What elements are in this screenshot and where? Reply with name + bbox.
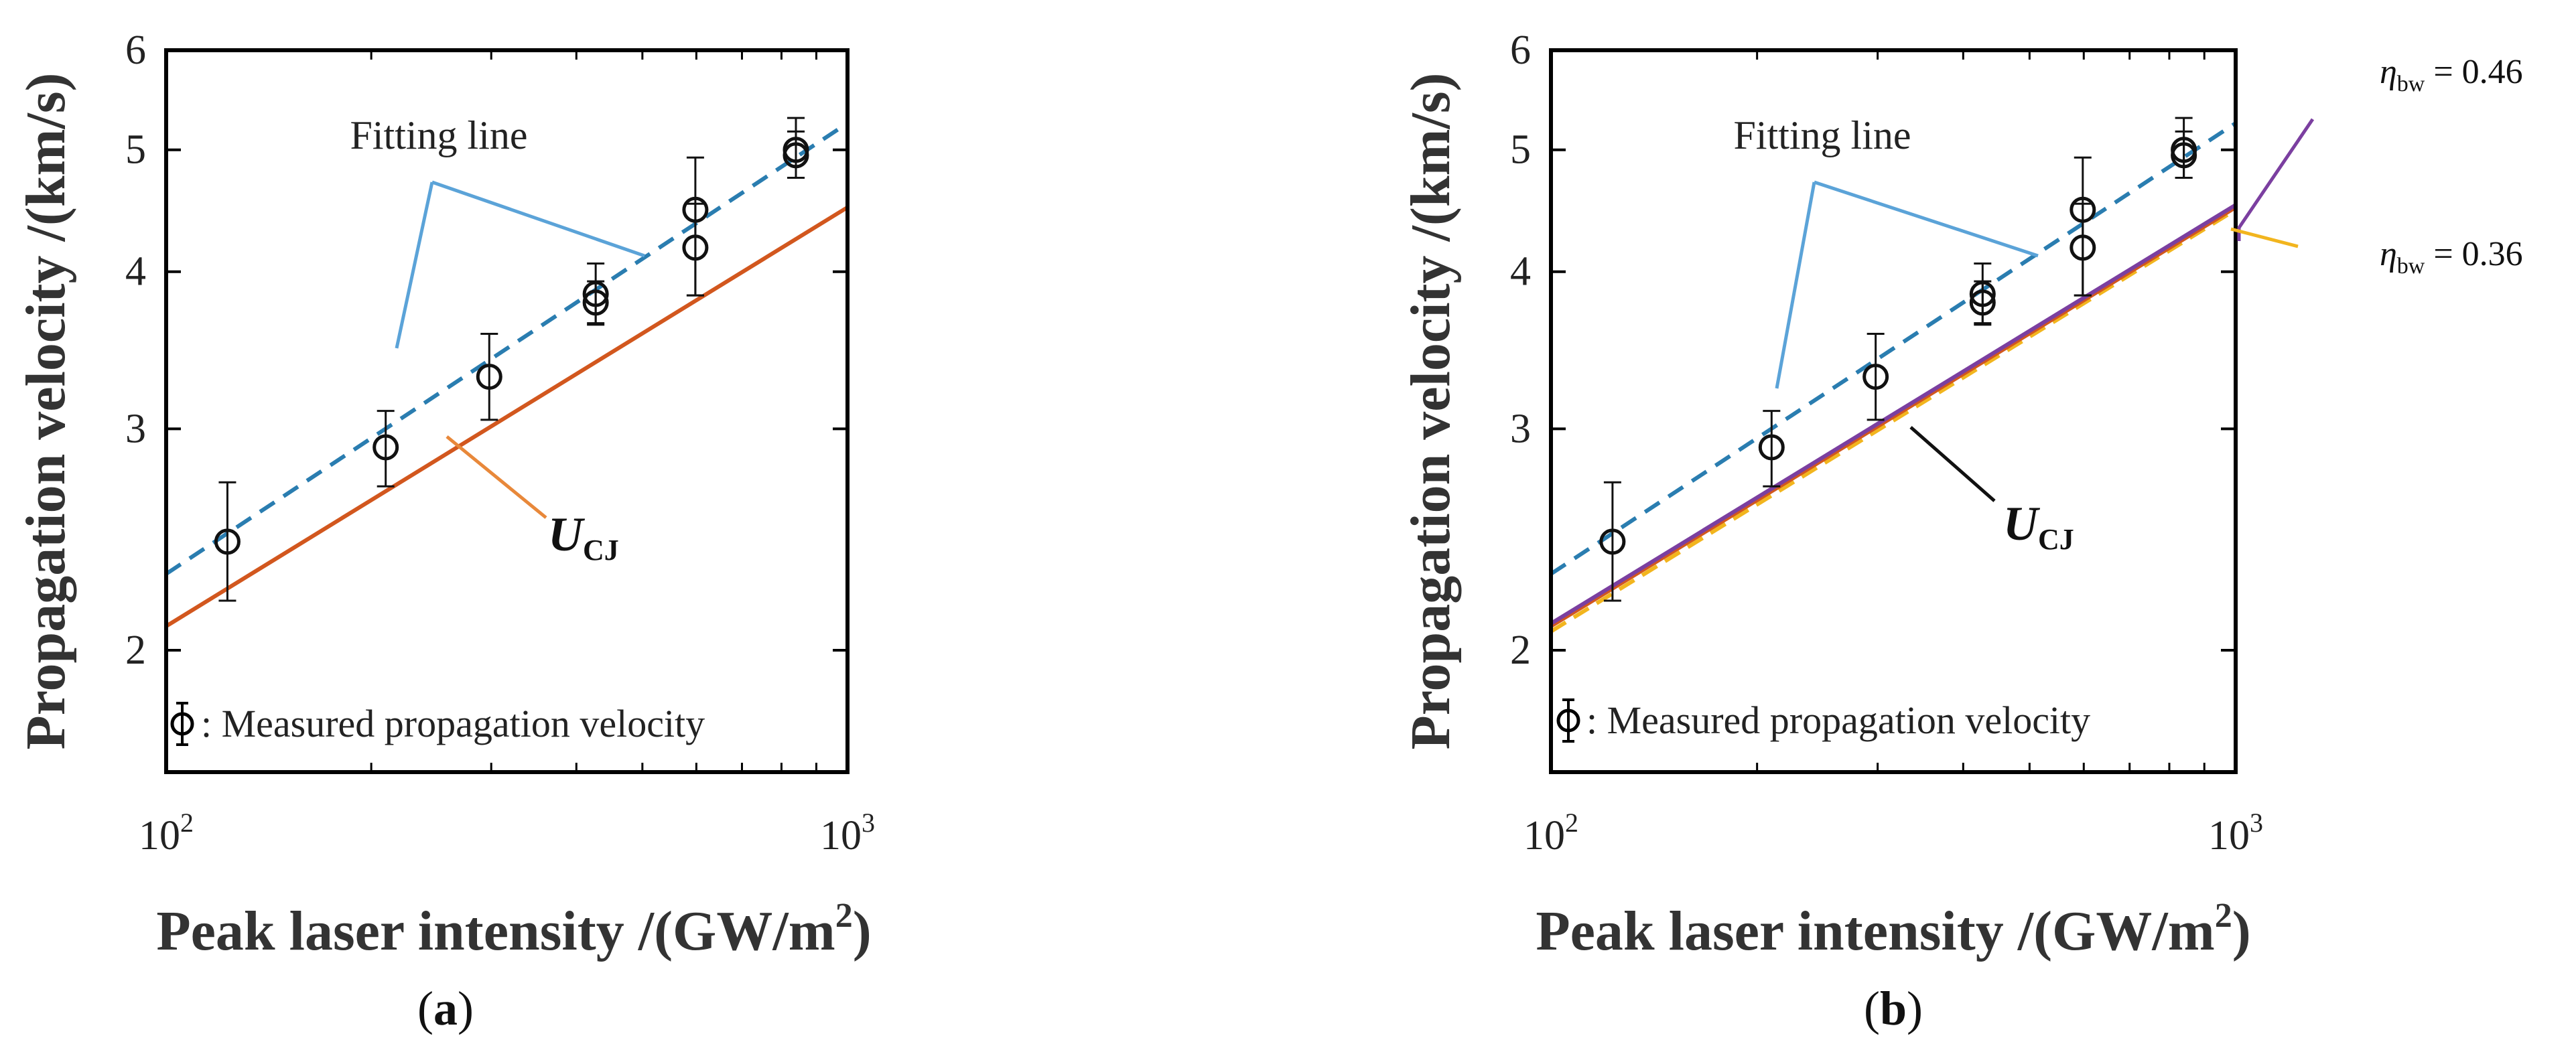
data-point: [1862, 332, 1889, 421]
ucj-line: [1550, 206, 2237, 628]
y-axis-label: Propagation velocity /(km/s): [15, 72, 77, 749]
panel-caption-b: (b): [1864, 982, 1923, 1035]
y-tick-label: 3: [125, 406, 146, 451]
panel-caption-a: (a): [417, 982, 474, 1035]
legend-marker-icon: [1556, 698, 1580, 743]
x-axis-label: Peak laser intensity /(GW/m2): [156, 897, 871, 962]
plot-frame: [1549, 48, 2238, 774]
marker: [682, 234, 709, 261]
ucj-pointer: [1909, 426, 1996, 502]
eta-036-pointer: [2230, 227, 2299, 248]
data-point: [1599, 481, 1626, 602]
data-point: [214, 481, 241, 602]
y-tick-label: 6: [1510, 27, 1531, 73]
fitting-pointer-right: [431, 180, 645, 258]
x-tick-label-100: 102: [139, 808, 194, 858]
y-tick-label: 5: [125, 127, 146, 173]
fitting-line-annotation: Fitting line: [1733, 113, 2039, 389]
ucj-line: [1550, 203, 2237, 625]
marker: [783, 142, 809, 169]
marker: [476, 364, 502, 390]
data-point: [372, 410, 399, 488]
fitting-line-annotation: Fitting line: [350, 113, 645, 349]
fitting-pointer-left: [1775, 181, 1816, 389]
marker: [1969, 289, 1996, 316]
ucj-annotation: UCJ: [446, 435, 619, 567]
chart-panel-a: 102 103 2 3 4 5 6 Propagation velocity /…: [15, 27, 875, 1035]
data-point: [476, 332, 502, 421]
y-tick-label: 4: [1510, 249, 1531, 295]
legend-label: : Measured propagation velocity: [1586, 698, 2090, 742]
legend-label: : Measured propagation velocity: [201, 702, 705, 745]
fitting-line-label: Fitting line: [350, 113, 527, 157]
eta-046-pointer: [2237, 118, 2315, 241]
x-tick-label-1000: 103: [820, 808, 875, 858]
y-tick-label: 6: [125, 27, 146, 73]
y-tick-label: 2: [1510, 627, 1531, 673]
data-point: [682, 202, 709, 297]
ucj-label: UCJ: [2003, 497, 2074, 556]
fitting-line: [1550, 121, 2237, 576]
fitting-pointer-right: [1814, 180, 2039, 258]
legend: : Measured propagation velocity: [1556, 698, 2090, 743]
x-tick-label-100: 102: [1523, 808, 1578, 858]
eta-046-label: ηbw = 0.46: [2380, 53, 2523, 96]
marker: [214, 528, 241, 555]
marker: [2171, 142, 2197, 169]
legend: : Measured propagation velocity: [170, 702, 705, 746]
y-axis-label: Propagation velocity /(km/s): [1400, 72, 1462, 749]
data-point: [582, 280, 609, 326]
eta-036-annotation: ηbw = 0.36: [2230, 227, 2523, 279]
y-tick-label: 3: [1510, 406, 1531, 451]
legend-marker-icon: [170, 702, 194, 746]
fitting-line-label: Fitting line: [1733, 113, 1911, 157]
marker: [372, 434, 399, 461]
data-point: [783, 130, 809, 179]
y-tick-label: 4: [125, 249, 146, 295]
eta-036-label: ηbw = 0.36: [2380, 235, 2523, 279]
marker: [2070, 234, 2096, 261]
marker: [1599, 528, 1626, 555]
fitting-pointer-left: [395, 181, 434, 349]
marker: [1862, 364, 1889, 390]
y-tick-label: 2: [125, 627, 146, 673]
data-point: [2171, 130, 2197, 179]
ucj-annotation: UCJ: [1909, 426, 2074, 556]
y-tick-label: 5: [1510, 127, 1531, 173]
data-point: [1969, 280, 1996, 326]
data-point: [2070, 202, 2096, 297]
data-point: [1758, 410, 1785, 488]
marker: [582, 289, 609, 316]
x-tick-label-1000: 103: [2208, 808, 2263, 858]
ucj-pointer: [446, 435, 547, 519]
ucj-line: [1550, 208, 2237, 633]
plot-frame: [164, 48, 850, 774]
ucj-label: UCJ: [548, 508, 619, 567]
eta-046-annotation: ηbw = 0.46: [2237, 53, 2523, 241]
marker: [1758, 434, 1785, 461]
fitting-line: [165, 121, 849, 576]
chart-panel-b: 102 103 2 3 4 5 6 Propagation velocity /…: [1400, 27, 2523, 1035]
x-axis-label: Peak laser intensity /(GW/m2): [1536, 897, 2250, 962]
ucj-line: [165, 206, 849, 628]
